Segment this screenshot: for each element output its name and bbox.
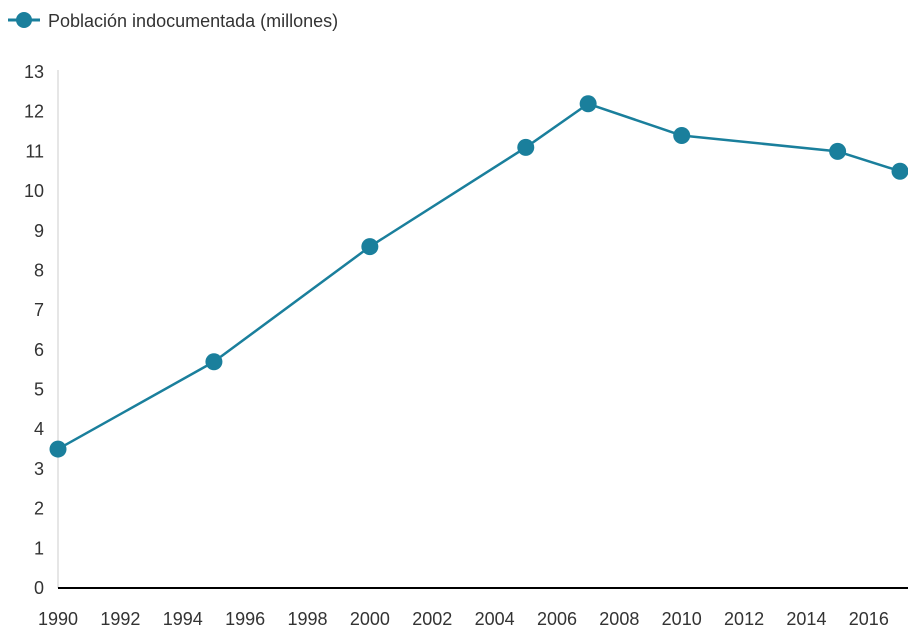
axes	[58, 70, 908, 588]
y-tick-label: 4	[34, 419, 44, 439]
data-point[interactable]	[892, 163, 908, 180]
y-tick-label: 6	[34, 340, 44, 360]
data-point[interactable]	[580, 95, 597, 112]
x-tick-label: 2004	[475, 609, 515, 629]
x-tick-label: 1994	[163, 609, 203, 629]
y-tick-label: 7	[34, 300, 44, 320]
y-tick-label: 5	[34, 380, 44, 400]
y-tick-label: 13	[24, 62, 44, 82]
x-tick-label: 2010	[662, 609, 702, 629]
y-tick-label: 1	[34, 538, 44, 558]
legend-dot-marker	[16, 12, 32, 28]
x-tick-label: 2006	[537, 609, 577, 629]
data-point[interactable]	[50, 441, 67, 458]
x-tick-label: 1992	[100, 609, 140, 629]
x-tick-label: 2014	[786, 609, 826, 629]
y-tick-label: 0	[34, 578, 44, 598]
data-point[interactable]	[673, 127, 690, 144]
legend-label: Población indocumentada (millones)	[48, 11, 338, 31]
y-tick-label: 12	[24, 102, 44, 122]
data-point[interactable]	[829, 143, 846, 160]
x-tick-label: 1998	[287, 609, 327, 629]
x-axis-ticks: 1990 1992 1994 1996 1998 2000 2002 2004 2006 2008…	[38, 609, 889, 629]
y-tick-label: 2	[34, 499, 44, 519]
series-line	[58, 104, 900, 449]
y-tick-label: 3	[34, 459, 44, 479]
y-tick-label: 8	[34, 260, 44, 280]
x-tick-label: 1990	[38, 609, 78, 629]
y-tick-label: 9	[34, 221, 44, 241]
x-tick-label: 2000	[350, 609, 390, 629]
data-point[interactable]	[361, 238, 378, 255]
x-tick-label: 1996	[225, 609, 265, 629]
y-tick-label: 11	[25, 141, 44, 161]
x-tick-label: 2016	[849, 609, 889, 629]
y-tick-label: 10	[24, 181, 44, 201]
x-tick-label: 2008	[599, 609, 639, 629]
series-layer	[50, 95, 908, 457]
data-point[interactable]	[205, 353, 222, 370]
legend: Población indocumentada (millones)	[8, 11, 338, 31]
x-tick-label: 2012	[724, 609, 764, 629]
data-point[interactable]	[517, 139, 534, 156]
x-tick-label: 2002	[412, 609, 452, 629]
